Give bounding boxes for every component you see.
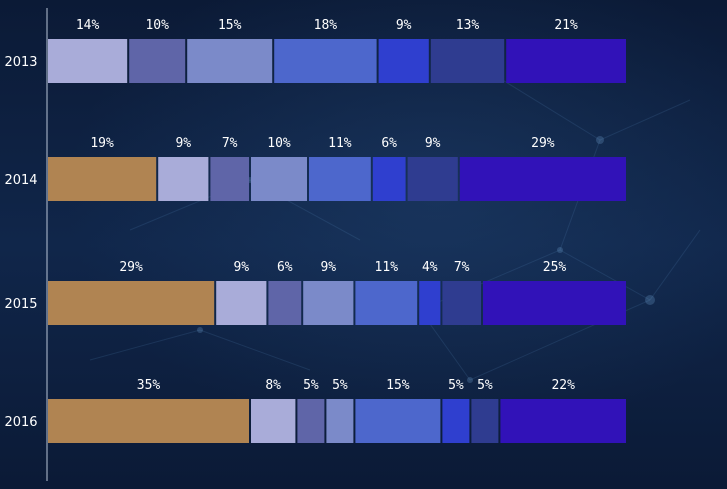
year-labels-layer: 2013 2014 2015 2016 xyxy=(4,55,37,430)
bar-segment-2015-0 xyxy=(48,281,215,325)
data-label-2014-5: 6% xyxy=(381,136,397,151)
bar-segment-2013-2 xyxy=(129,39,186,83)
labels-layer: 14% 10% 15% 18% 9% 13% 21% 19% 9% 7% 10% 11% 6% 9% 29%… xyxy=(76,18,578,393)
bars-layer xyxy=(48,39,626,443)
data-label-2015-2: 6% xyxy=(277,260,293,275)
data-label-2016-4: 15% xyxy=(386,378,410,393)
bar-segment-2016-1 xyxy=(251,399,296,443)
data-label-2014-6: 9% xyxy=(425,136,441,151)
data-label-2013-1: 14% xyxy=(76,18,100,33)
bar-segment-2015-4 xyxy=(355,281,418,325)
bar-segment-2014-6 xyxy=(407,157,458,201)
data-label-2015-3: 9% xyxy=(320,260,336,275)
year-label-2014: 2014 xyxy=(4,173,37,188)
bar-segment-2013-6 xyxy=(430,39,505,83)
data-label-2015-1: 9% xyxy=(233,260,249,275)
data-label-2014-7: 29% xyxy=(531,136,555,151)
data-label-2014-2: 7% xyxy=(222,136,238,151)
data-label-2013-6: 13% xyxy=(456,18,480,33)
bar-segment-2013-5 xyxy=(378,39,429,83)
bar-segment-2016-4 xyxy=(355,399,441,443)
bar-segment-2014-3 xyxy=(251,157,307,201)
data-label-2016-0: 35% xyxy=(137,378,161,393)
bar-segment-2013-7 xyxy=(506,39,626,83)
data-label-2016-6: 5% xyxy=(477,378,493,393)
year-label-2013: 2013 xyxy=(4,55,37,70)
data-label-2013-7: 21% xyxy=(554,18,578,33)
year-label-2016: 2016 xyxy=(4,415,37,430)
data-label-2013-2: 10% xyxy=(145,18,169,33)
data-label-2015-7: 25% xyxy=(543,260,567,275)
bar-segment-2015-1 xyxy=(216,281,267,325)
bar-segment-2014-5 xyxy=(372,157,406,201)
data-label-2014-4: 11% xyxy=(328,136,352,151)
bar-segment-2014-1 xyxy=(158,157,209,201)
bar-segment-2016-0 xyxy=(48,399,249,443)
bar-segment-2015-3 xyxy=(303,281,354,325)
data-label-2013-4: 18% xyxy=(314,18,338,33)
bar-segment-2014-4 xyxy=(309,157,371,201)
data-label-2014-0: 19% xyxy=(90,136,114,151)
year-label-2015: 2015 xyxy=(4,297,37,312)
data-label-2015-5: 4% xyxy=(422,260,438,275)
data-label-2014-3: 10% xyxy=(267,136,291,151)
bar-segment-2016-2 xyxy=(297,399,325,443)
bar-segment-2015-2 xyxy=(268,281,302,325)
data-label-2016-5: 5% xyxy=(448,378,464,393)
network-background xyxy=(89,59,701,383)
data-label-2015-6: 7% xyxy=(454,260,470,275)
bar-segment-2013-3 xyxy=(187,39,273,83)
data-label-2016-7: 22% xyxy=(551,378,575,393)
data-label-2013-5: 9% xyxy=(396,18,412,33)
bar-segment-2014-2 xyxy=(210,157,249,201)
bar-segment-2016-3 xyxy=(326,399,354,443)
data-label-2016-1: 8% xyxy=(265,378,281,393)
bar-segment-2015-5 xyxy=(419,281,441,325)
data-label-2013-3: 15% xyxy=(218,18,242,33)
bar-segment-2014-7 xyxy=(459,157,626,201)
bar-segment-2016-5 xyxy=(442,399,470,443)
data-label-2014-1: 9% xyxy=(175,136,191,151)
bar-segment-2013-4 xyxy=(274,39,377,83)
bar-segment-2016-6 xyxy=(471,399,499,443)
bar-segment-2013-1 xyxy=(48,39,128,83)
data-label-2016-3: 5% xyxy=(332,378,348,393)
bar-segment-2015-6 xyxy=(442,281,481,325)
data-label-2015-0: 29% xyxy=(119,260,143,275)
data-label-2016-2: 5% xyxy=(303,378,319,393)
bar-segment-2016-7 xyxy=(500,399,626,443)
data-label-2015-4: 11% xyxy=(375,260,399,275)
bar-segment-2014-0 xyxy=(48,157,157,201)
bar-segment-2015-7 xyxy=(483,281,626,325)
